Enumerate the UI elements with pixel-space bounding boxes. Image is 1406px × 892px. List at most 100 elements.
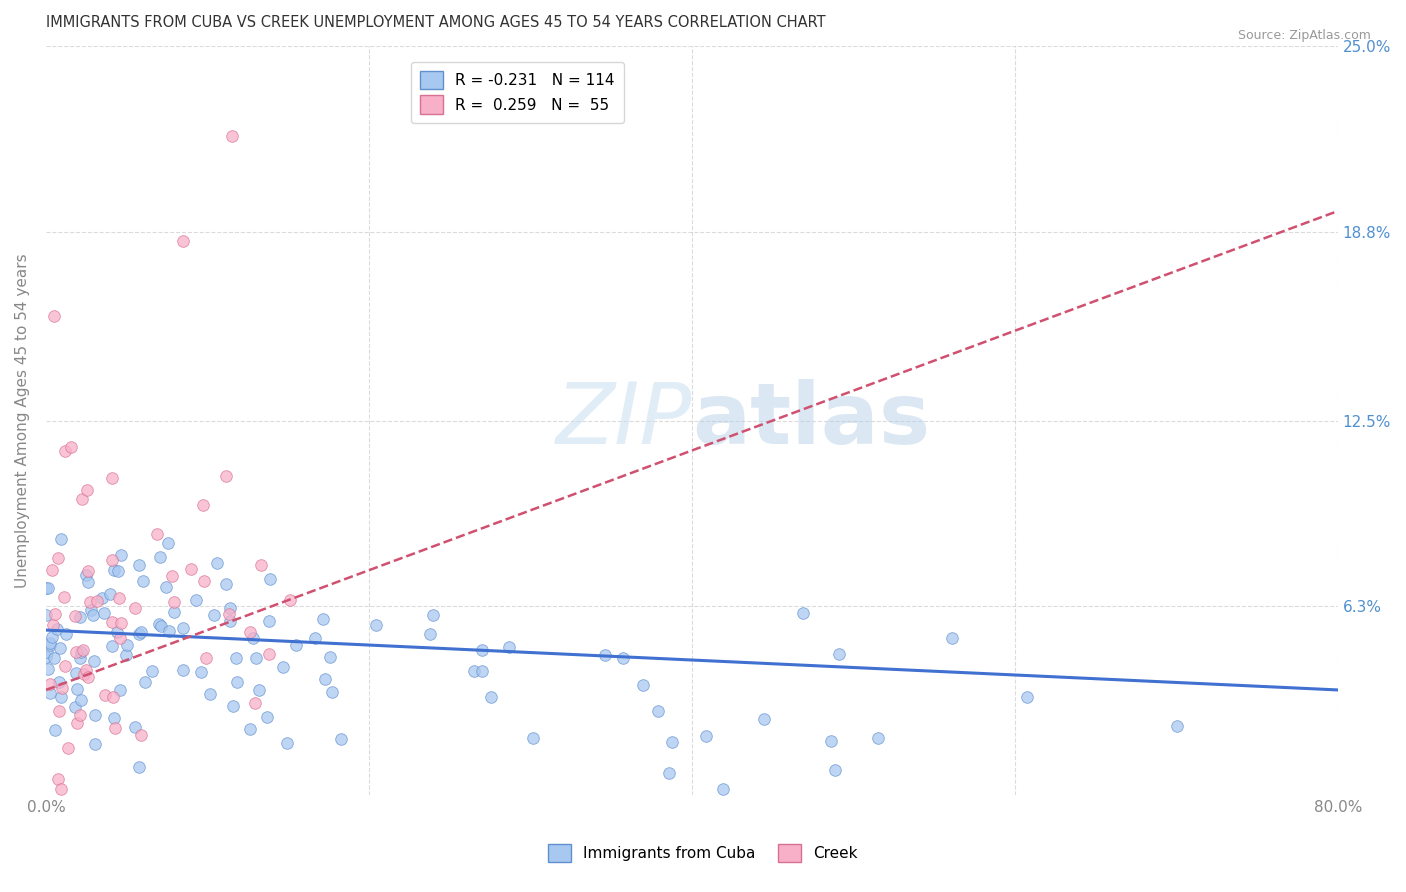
Point <box>658 766 681 780</box>
Point <box>69 610 91 624</box>
Point <box>824 763 846 777</box>
Point <box>124 601 146 615</box>
Text: atlas: atlas <box>692 379 931 462</box>
Point <box>44 651 66 665</box>
Point <box>249 558 271 572</box>
Point <box>239 722 262 736</box>
Point <box>86 594 108 608</box>
Point <box>215 577 238 591</box>
Point <box>128 627 150 641</box>
Point <box>132 574 155 588</box>
Point <box>273 660 295 674</box>
Point <box>311 612 333 626</box>
Point <box>242 631 264 645</box>
Point <box>103 563 125 577</box>
Point <box>319 650 342 665</box>
Point <box>100 470 122 484</box>
Point <box>205 556 228 570</box>
Point <box>1017 690 1039 705</box>
Point <box>522 731 544 745</box>
Point <box>60 440 83 454</box>
Point <box>42 309 65 323</box>
Point <box>51 781 73 796</box>
Point <box>754 712 776 726</box>
Legend: R = -0.231   N = 114, R =  0.259   N =  55: R = -0.231 N = 114, R = 0.259 N = 55 <box>411 62 624 123</box>
Point <box>83 737 105 751</box>
Point <box>41 617 63 632</box>
Point <box>39 686 62 700</box>
Point <box>83 654 105 668</box>
Point <box>141 665 163 679</box>
Point <box>243 696 266 710</box>
Point <box>44 607 66 621</box>
Point <box>314 672 336 686</box>
Point <box>39 677 62 691</box>
Point <box>103 711 125 725</box>
Point <box>471 664 494 678</box>
Point <box>828 647 851 661</box>
Point <box>35 581 58 595</box>
Point <box>172 234 194 248</box>
Point <box>65 666 87 681</box>
Point <box>593 648 616 663</box>
Point <box>820 734 842 748</box>
Point <box>37 645 59 659</box>
Point <box>202 607 225 622</box>
Point <box>278 593 301 607</box>
Point <box>77 564 100 578</box>
Text: Source: ZipAtlas.com: Source: ZipAtlas.com <box>1237 29 1371 42</box>
Text: ZIP: ZIP <box>555 379 692 462</box>
Point <box>94 689 117 703</box>
Point <box>110 549 132 563</box>
Point <box>186 593 208 607</box>
Point <box>46 550 69 565</box>
Point <box>44 723 66 737</box>
Point <box>128 558 150 572</box>
Point <box>66 715 89 730</box>
Point <box>76 574 98 589</box>
Point <box>37 581 59 595</box>
Point <box>70 692 93 706</box>
Point <box>52 590 75 604</box>
Point <box>110 631 132 645</box>
Point <box>163 605 186 619</box>
Point <box>200 687 222 701</box>
Point <box>69 708 91 723</box>
Point <box>257 647 280 661</box>
Point <box>222 698 245 713</box>
Point <box>82 607 104 622</box>
Point <box>225 651 247 665</box>
Point <box>108 591 131 605</box>
Point <box>72 643 94 657</box>
Point <box>56 740 79 755</box>
Point <box>53 658 76 673</box>
Point <box>129 624 152 639</box>
Point <box>631 678 654 692</box>
Point <box>172 664 194 678</box>
Point <box>49 641 72 656</box>
Point <box>79 602 101 616</box>
Point <box>35 650 58 665</box>
Point <box>38 638 60 652</box>
Point <box>66 682 89 697</box>
Point <box>661 735 683 749</box>
Point <box>150 619 173 633</box>
Point <box>479 690 502 704</box>
Point <box>101 690 124 704</box>
Point <box>35 608 58 623</box>
Point <box>115 648 138 662</box>
Legend: Immigrants from Cuba, Creek: Immigrants from Cuba, Creek <box>541 838 865 868</box>
Point <box>612 650 634 665</box>
Point <box>148 617 170 632</box>
Point <box>63 700 86 714</box>
Point <box>463 664 485 678</box>
Point <box>84 708 107 723</box>
Point <box>48 704 70 718</box>
Point <box>218 607 240 621</box>
Point <box>194 651 217 665</box>
Point <box>100 639 122 653</box>
Point <box>364 618 387 632</box>
Point <box>51 690 73 705</box>
Point <box>134 674 156 689</box>
Point <box>117 638 139 652</box>
